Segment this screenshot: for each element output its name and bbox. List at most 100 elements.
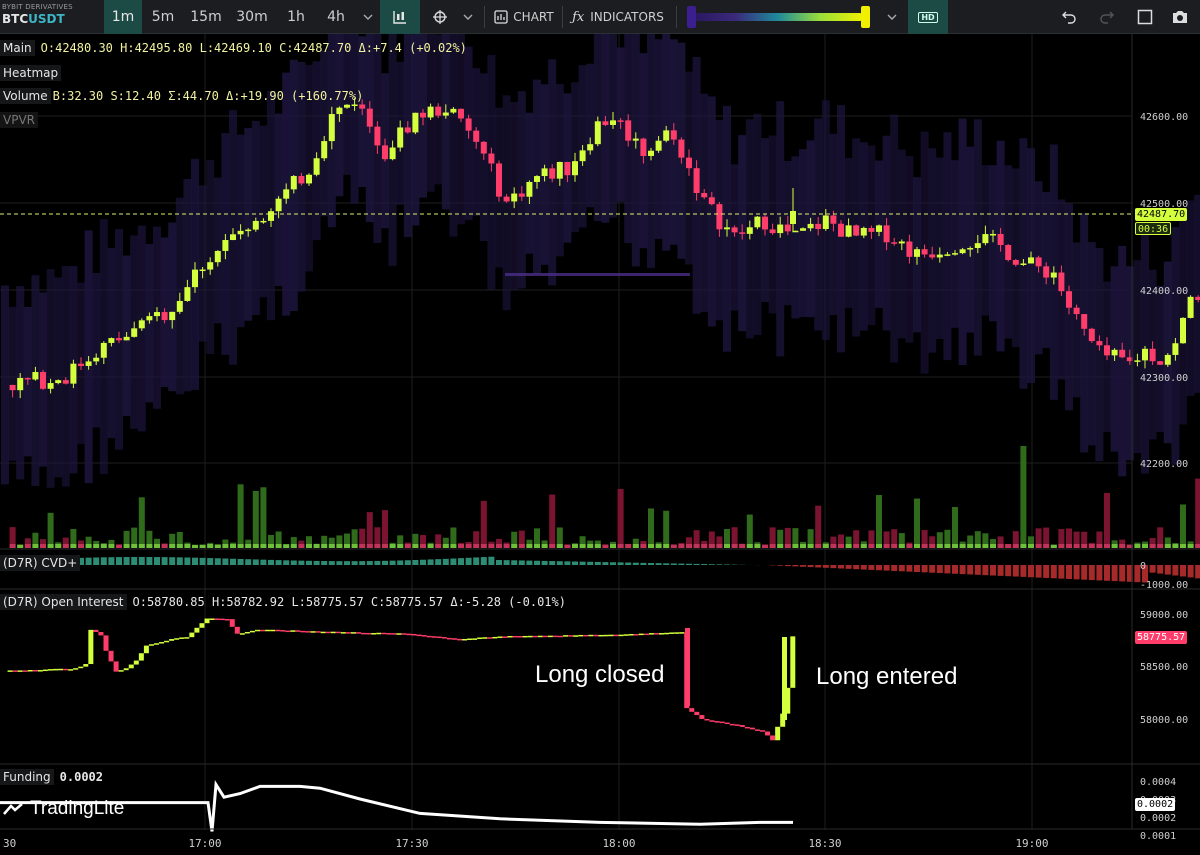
oi-candle	[350, 632, 356, 634]
cvd-bar	[313, 560, 320, 565]
slider-right-handle[interactable]	[861, 6, 870, 28]
candle-type-icon[interactable]	[380, 0, 420, 34]
indicators-button-label: INDICATORS	[590, 10, 664, 24]
undo-icon[interactable]	[1056, 0, 1082, 34]
volume-bar-highlight	[602, 544, 609, 548]
volume-bar-highlight	[594, 544, 601, 548]
volume-bar	[1119, 539, 1126, 548]
volume-bar-highlight	[116, 544, 122, 548]
timeframe-dropdown-icon[interactable]	[358, 0, 378, 34]
volume-bar-highlight	[366, 544, 373, 548]
volume-bar-highlight	[260, 544, 267, 548]
oi-candle	[406, 633, 412, 636]
volume-bar-highlight	[9, 544, 16, 548]
heatmap-cell	[8, 306, 17, 461]
volume-bar-highlight	[344, 544, 350, 548]
timeframe-1m[interactable]: 1m	[104, 0, 142, 34]
cvd-bar	[192, 557, 198, 565]
volume-bar-highlight	[199, 544, 206, 548]
indicators-button[interactable]: ƒx INDICATORS	[568, 0, 668, 34]
cvd-bar	[351, 561, 358, 565]
oi-candle	[214, 618, 220, 620]
candle-body	[632, 138, 639, 141]
heatmap-cell	[1163, 261, 1172, 444]
volume-bar-highlight	[1126, 544, 1133, 548]
oi-candle	[63, 668, 69, 671]
candle-body	[24, 377, 31, 380]
heatmap-intensity-slider[interactable]	[687, 6, 870, 28]
cvd-indicator-name[interactable]: (D7R) CVD+	[0, 555, 81, 571]
timeframe-15m[interactable]: 15m	[190, 9, 222, 25]
volume-bar	[366, 512, 373, 548]
oi-candle	[739, 725, 745, 727]
candle-body	[496, 163, 502, 197]
volume-bar-highlight	[1142, 544, 1148, 548]
heatmap-cell	[951, 160, 959, 328]
candle-body	[450, 108, 457, 113]
redo-icon[interactable]	[1094, 0, 1120, 34]
cvd-bar	[534, 560, 540, 565]
funding-indicator-name[interactable]: Funding	[0, 769, 54, 785]
candle-body	[868, 227, 875, 232]
cvd-bar	[807, 565, 814, 568]
chart-settings-icon	[494, 10, 508, 24]
candle-body	[275, 198, 282, 212]
price-axis-label: 42200.00	[1140, 459, 1188, 470]
oi-candle	[386, 633, 392, 635]
oi-candle	[704, 718, 710, 721]
heatmap-cell	[198, 185, 207, 342]
timeframe-30m[interactable]: 30m	[236, 9, 268, 25]
cvd-bar	[974, 565, 981, 575]
heatmap-cell	[54, 277, 63, 478]
main-pane-name[interactable]: Main	[0, 40, 35, 56]
volume-bar-highlight	[967, 544, 974, 548]
chart-canvas[interactable]: 42600.00 42500.00 42400.00 42300.00 42200.00…	[0, 34, 1200, 855]
volume-bar-highlight	[404, 544, 411, 548]
drawing-dropdown-icon[interactable]	[458, 0, 478, 34]
oi-candle	[502, 636, 508, 638]
vpvr-indicator-name[interactable]: VPVR	[0, 112, 38, 128]
oi-candle	[537, 635, 543, 638]
volume-bar	[1195, 478, 1200, 548]
cvd-bar	[1119, 565, 1126, 582]
timeframe-1h[interactable]: 1h	[287, 9, 305, 25]
candle-body	[792, 230, 799, 233]
volume-bar	[891, 529, 898, 548]
symbol-selector[interactable]: BYBIT DERIVATIVES BTCUSDT	[0, 0, 100, 34]
volume-bar-highlight	[518, 544, 525, 548]
volume-bar	[336, 535, 343, 548]
camera-icon[interactable]	[1166, 0, 1194, 34]
candle-body	[465, 118, 472, 131]
slider-dropdown-icon[interactable]	[882, 0, 902, 34]
fullscreen-icon[interactable]	[1132, 0, 1158, 34]
candle-body	[1005, 244, 1012, 260]
timeframe-5m[interactable]: 5m	[151, 9, 175, 25]
oi-candle	[270, 629, 276, 632]
heatmap-cell	[1156, 285, 1165, 432]
candle-body	[929, 254, 936, 258]
chart-button[interactable]: CHART	[490, 0, 558, 34]
volume-bar	[85, 536, 92, 548]
volume-bar	[222, 539, 229, 548]
function-icon: ƒx	[572, 9, 585, 25]
candle-body	[245, 229, 252, 232]
slider-left-handle[interactable]	[687, 6, 696, 28]
cvd-bar	[1164, 565, 1171, 575]
volume-indicator-name[interactable]: Volume	[0, 88, 51, 104]
heatmap-indicator-name[interactable]: Heatmap	[0, 65, 62, 81]
oi-indicator-name[interactable]: (D7R) Open Interest	[0, 594, 127, 610]
heatmap-cell	[168, 222, 177, 392]
candle-body	[283, 189, 290, 199]
oi-candle	[133, 660, 139, 665]
hd-toggle[interactable]: HD	[908, 0, 948, 34]
candle-body	[602, 121, 609, 125]
timeframe-4h[interactable]: 4h	[327, 9, 345, 25]
oi-candle	[310, 631, 316, 633]
oi-candle	[780, 713, 786, 727]
candle-body	[777, 224, 784, 234]
cvd-bar	[617, 562, 624, 565]
cvd-bar	[860, 565, 867, 570]
drawing-tools-icon[interactable]	[424, 0, 456, 34]
oi-candle	[754, 729, 760, 731]
oi-candle	[391, 633, 397, 635]
